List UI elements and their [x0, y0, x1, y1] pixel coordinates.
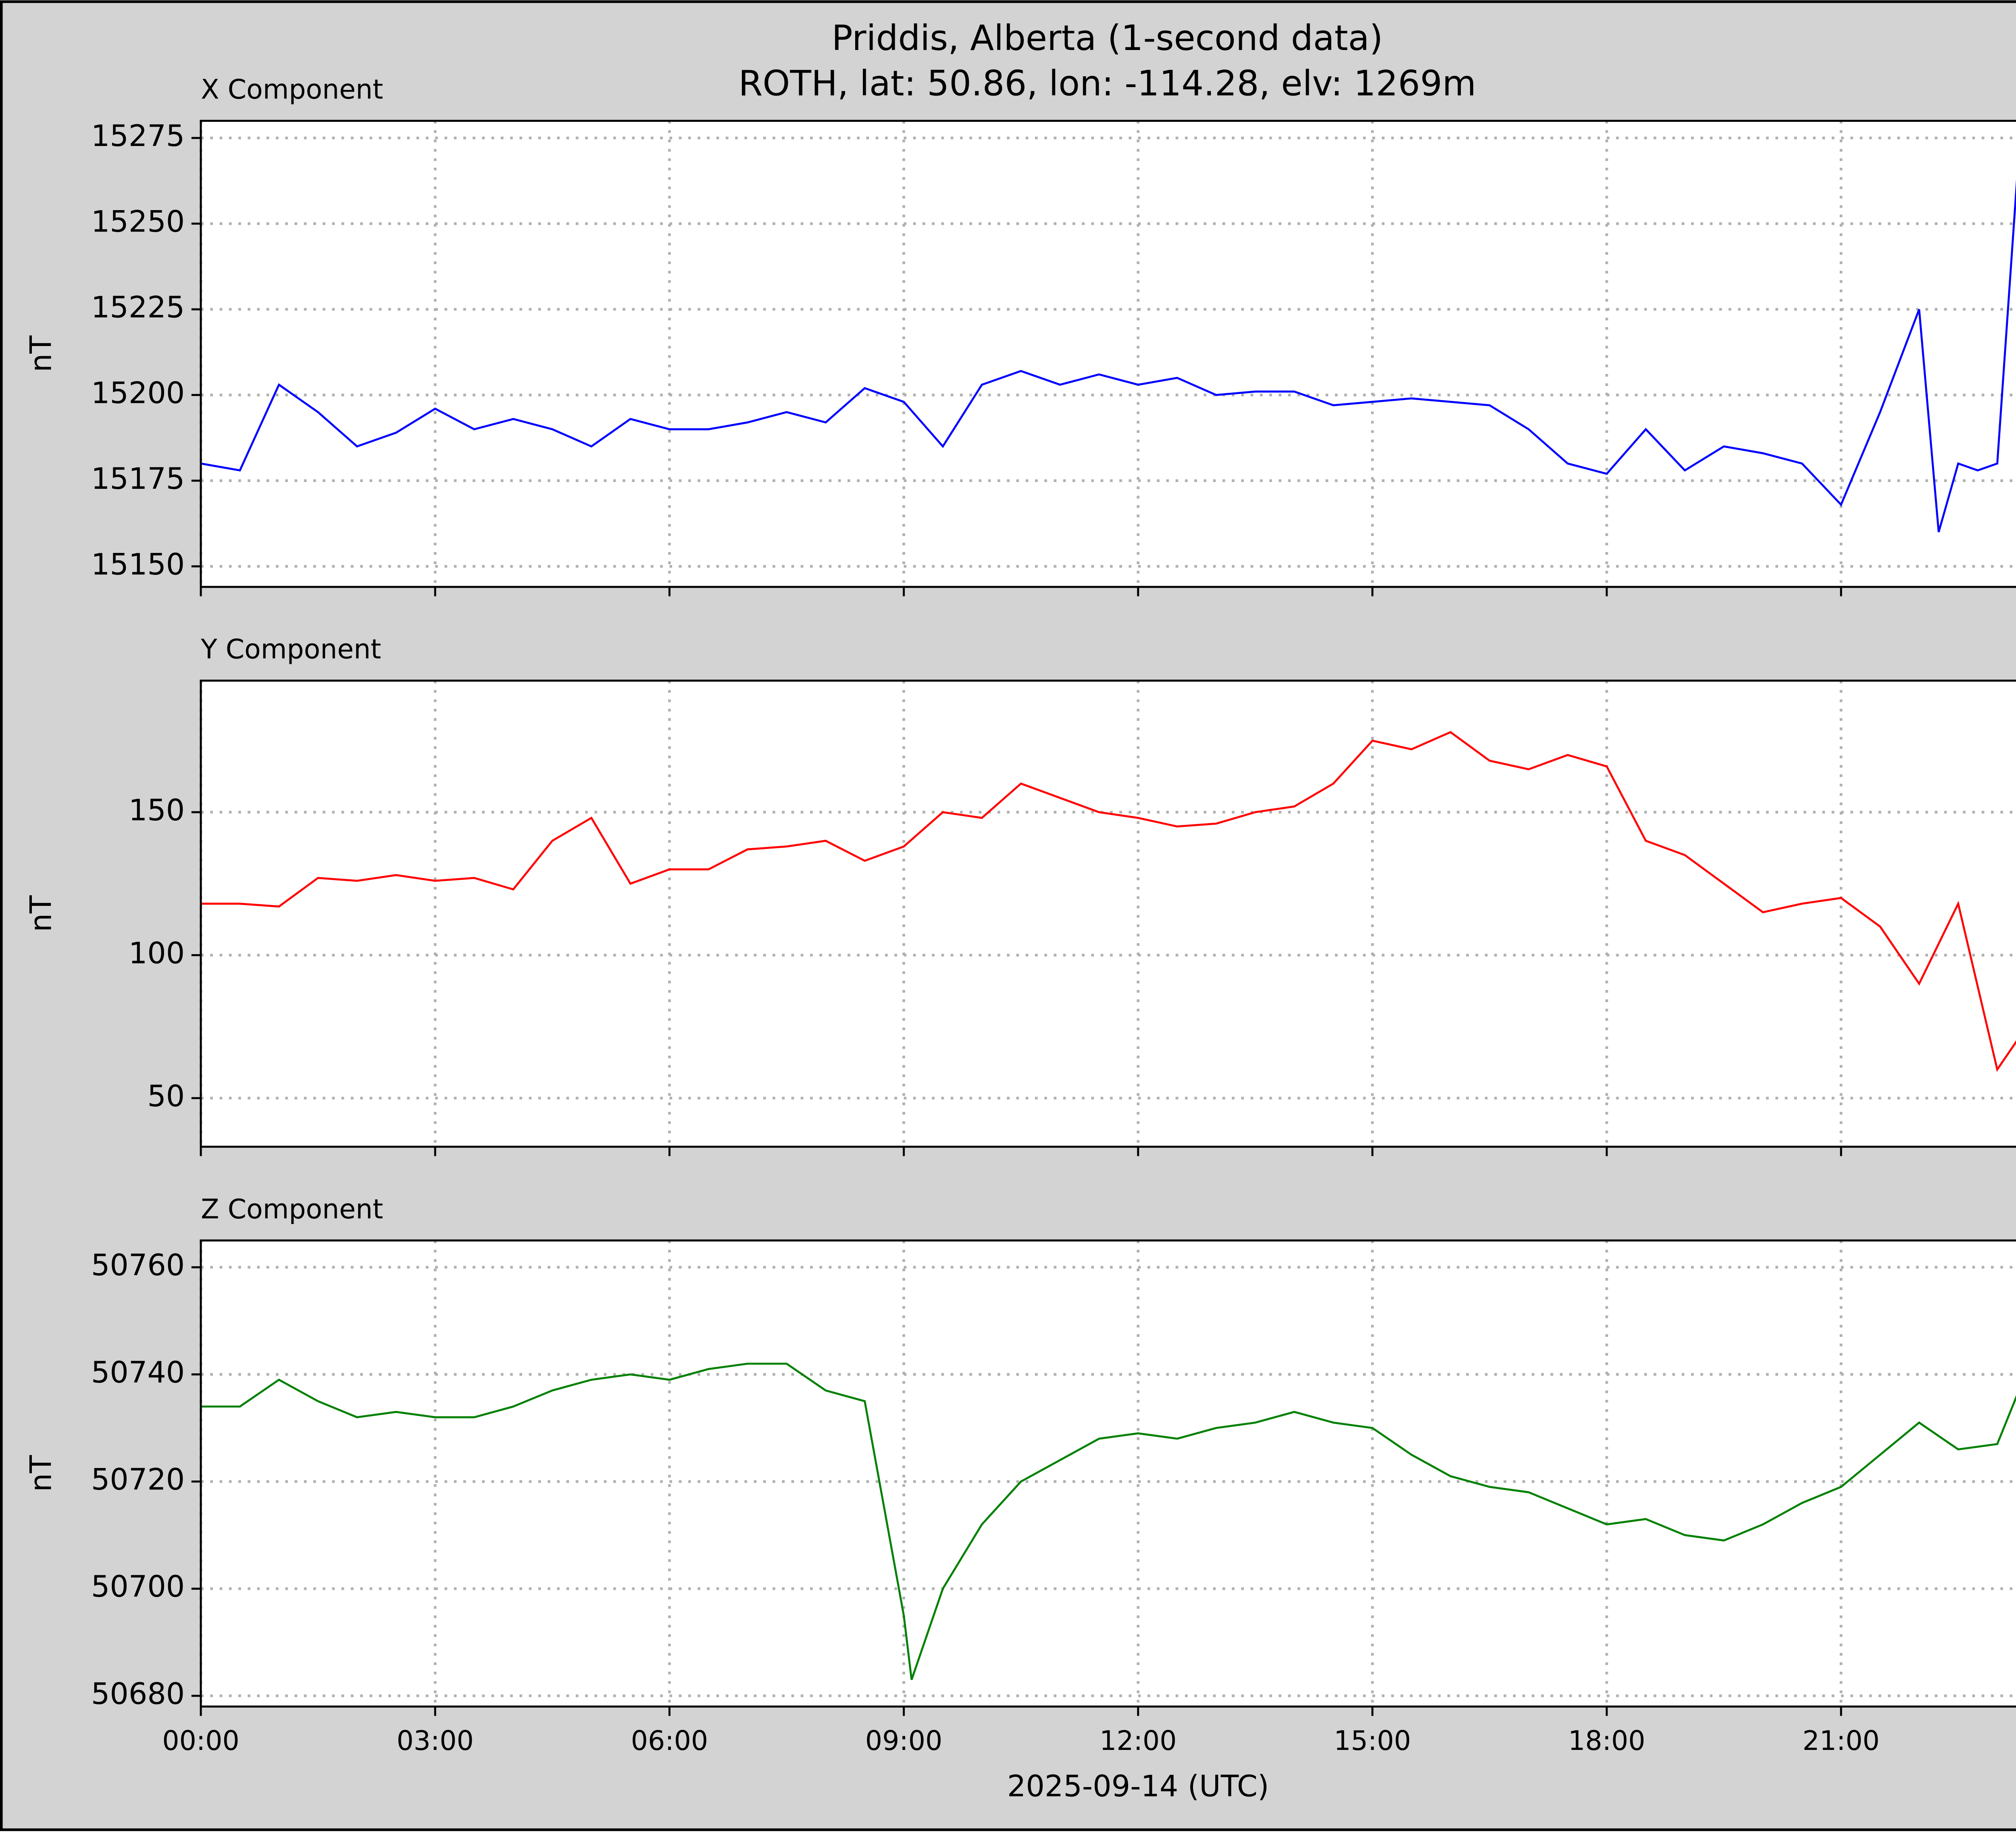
plot-frame — [200, 680, 2016, 1148]
y-tick-label: 50740 — [91, 1355, 185, 1390]
y-tick-label: 15225 — [91, 290, 185, 325]
y-tick-label: 50700 — [91, 1570, 185, 1604]
y-axis-label: nT — [24, 895, 58, 932]
x-axis-label: 2025-09-14 (UTC) — [1007, 1769, 1269, 1804]
y-axis-label: nT — [24, 1455, 58, 1492]
y-tick-label: 15275 — [91, 119, 185, 153]
plot-area — [201, 680, 2016, 1147]
y-tick-label: 50680 — [91, 1677, 185, 1711]
y-tick-label: 150 — [129, 793, 185, 828]
y-tick-label: 15175 — [91, 462, 185, 496]
subplot-title: Z Component — [201, 1193, 383, 1225]
plot-area — [201, 1240, 2016, 1707]
data-line — [201, 1362, 2016, 1680]
chart-subtitle: ROTH, lat: 50.86, lon: -114.28, elv: 126… — [738, 64, 1476, 104]
y-tick-label: 15250 — [91, 205, 185, 239]
x-tick-label: 15:00 — [1334, 1725, 1411, 1756]
subplot-title: X Component — [201, 74, 383, 105]
y-tick-label: 15200 — [91, 376, 185, 410]
plot-frame — [200, 1239, 2016, 1708]
plot-frame — [200, 120, 2016, 588]
y-axis-label: nT — [24, 336, 58, 372]
y-tick-label: 50760 — [91, 1248, 185, 1282]
x-tick-label: 09:00 — [865, 1725, 942, 1756]
y-tick-label: 100 — [129, 936, 185, 970]
data-line — [200, 179, 2016, 532]
x-tick-label: 03:00 — [397, 1725, 474, 1756]
data-line — [201, 731, 2016, 1072]
y-tick-label: 50 — [147, 1079, 185, 1114]
y-tick-label: 15150 — [91, 547, 185, 582]
chart-title: Priddis, Alberta (1-second data) — [832, 18, 1383, 58]
x-tick-label: 12:00 — [1100, 1725, 1177, 1756]
x-tick-label: 21:00 — [1802, 1725, 1879, 1756]
x-tick-label: 18:00 — [1568, 1725, 1645, 1756]
plot-area — [201, 121, 2016, 587]
x-tick-label: 06:00 — [631, 1725, 708, 1756]
y-tick-label: 50720 — [91, 1463, 185, 1497]
x-tick-label: 00:00 — [162, 1725, 239, 1756]
subplot-title: Y Component — [200, 634, 381, 665]
